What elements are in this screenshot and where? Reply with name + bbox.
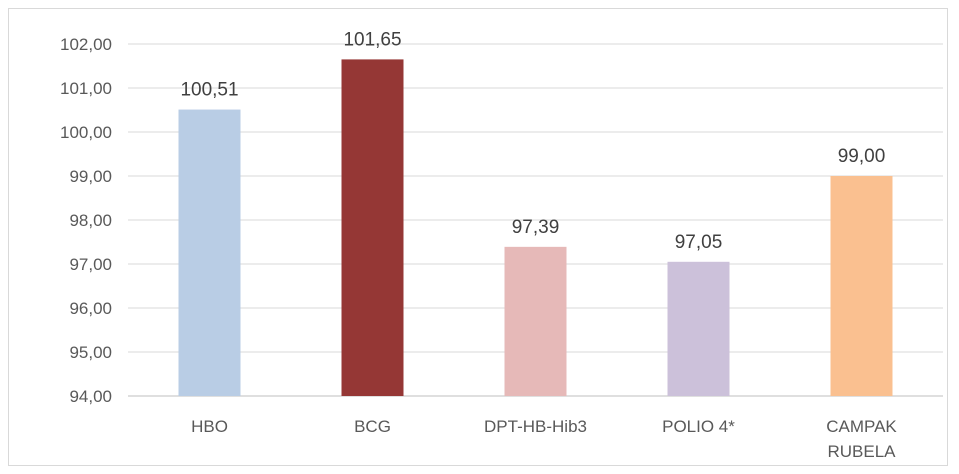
chart-frame [8,8,948,466]
y-tick-label: 97,00 [69,255,112,274]
y-tick-label: 95,00 [69,343,112,362]
bar [504,246,567,396]
bar-value-label: 99,00 [838,146,886,167]
x-category-label: RUBELA [827,442,896,461]
x-category-label: BCG [354,417,391,436]
bar-value-label: 100,51 [180,80,238,101]
bar [178,109,241,396]
bar [667,261,730,396]
y-tick-label: 98,00 [69,211,112,230]
bar-value-label: 101,65 [343,29,401,50]
x-category-label: POLIO 4* [662,417,735,436]
y-tick-label: 99,00 [69,167,112,186]
y-tick-label: 102,00 [60,35,112,54]
y-tick-label: 96,00 [69,299,112,318]
y-tick-label: 101,00 [60,79,112,98]
x-category-label: DPT-HB-Hib3 [484,417,587,436]
y-tick-label: 100,00 [60,123,112,142]
bar-value-label: 97,39 [512,217,560,238]
bar [341,59,404,397]
bar [830,176,893,396]
x-category-label: CAMPAK [826,417,897,436]
bar-value-label: 97,05 [675,232,723,253]
y-tick-label: 94,00 [69,387,112,406]
x-category-label: HBO [191,417,228,436]
